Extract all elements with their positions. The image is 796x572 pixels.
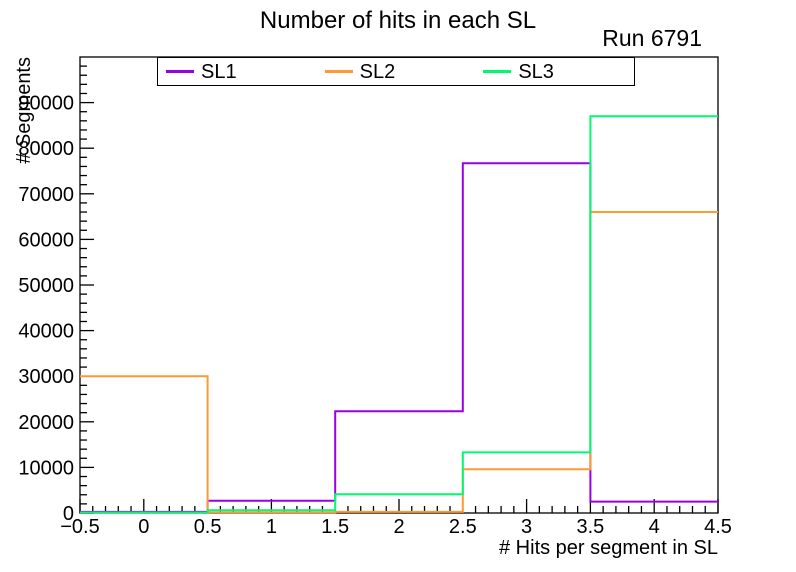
y-tick-label: 90000 bbox=[18, 93, 74, 115]
series-line-sl1 bbox=[80, 162, 718, 513]
plot-frame bbox=[79, 56, 719, 514]
legend-label-sl3: SL3 bbox=[518, 60, 554, 83]
legend-entry-sl3: SL3 bbox=[475, 58, 634, 85]
x-tick-label: 4.5 bbox=[704, 516, 732, 538]
y-axis-title: # Segments bbox=[13, 57, 35, 164]
x-tick-label: −0.5 bbox=[60, 516, 99, 538]
x-tick-label: 3 bbox=[521, 516, 532, 538]
x-tick-label: 3.5 bbox=[576, 516, 604, 538]
x-tick-label: 0.5 bbox=[194, 516, 222, 538]
x-tick-label: 0 bbox=[138, 516, 149, 538]
y-tick-label: 40000 bbox=[18, 321, 74, 343]
legend-line-sl3-icon bbox=[483, 70, 512, 73]
y-tick-label: 20000 bbox=[18, 412, 74, 434]
legend: SL1 SL2 SL3 bbox=[157, 57, 635, 86]
x-tick-label: 1.5 bbox=[321, 516, 349, 538]
x-tick-label: 4 bbox=[649, 516, 660, 538]
x-tick-label: 2.5 bbox=[449, 516, 477, 538]
y-tick-label: 80000 bbox=[18, 138, 74, 160]
x-tick-label: 1 bbox=[266, 516, 277, 538]
legend-line-sl2-icon bbox=[324, 70, 353, 73]
legend-entry-sl1: SL1 bbox=[158, 58, 317, 85]
legend-line-sl1-icon bbox=[166, 70, 194, 73]
y-tick-label: 30000 bbox=[18, 366, 74, 388]
y-tick-label: 10000 bbox=[18, 457, 74, 479]
x-tick-label: 2 bbox=[393, 516, 404, 538]
run-annotation: Run 6791 bbox=[602, 25, 702, 51]
y-tick-label: 0 bbox=[63, 503, 74, 525]
series-line-sl2 bbox=[80, 211, 718, 514]
legend-label-sl1: SL1 bbox=[201, 60, 237, 83]
y-tick-label: 70000 bbox=[18, 184, 74, 206]
legend-label-sl2: SL2 bbox=[359, 60, 396, 83]
y-tick-label: 50000 bbox=[18, 275, 74, 297]
legend-entry-sl2: SL2 bbox=[317, 58, 476, 85]
x-axis-title: # Hits per segment in SL bbox=[499, 537, 718, 559]
chart-title: Number of hits in each SL bbox=[259, 7, 537, 34]
y-tick-label: 60000 bbox=[18, 229, 74, 251]
series-line-sl3 bbox=[80, 115, 718, 514]
